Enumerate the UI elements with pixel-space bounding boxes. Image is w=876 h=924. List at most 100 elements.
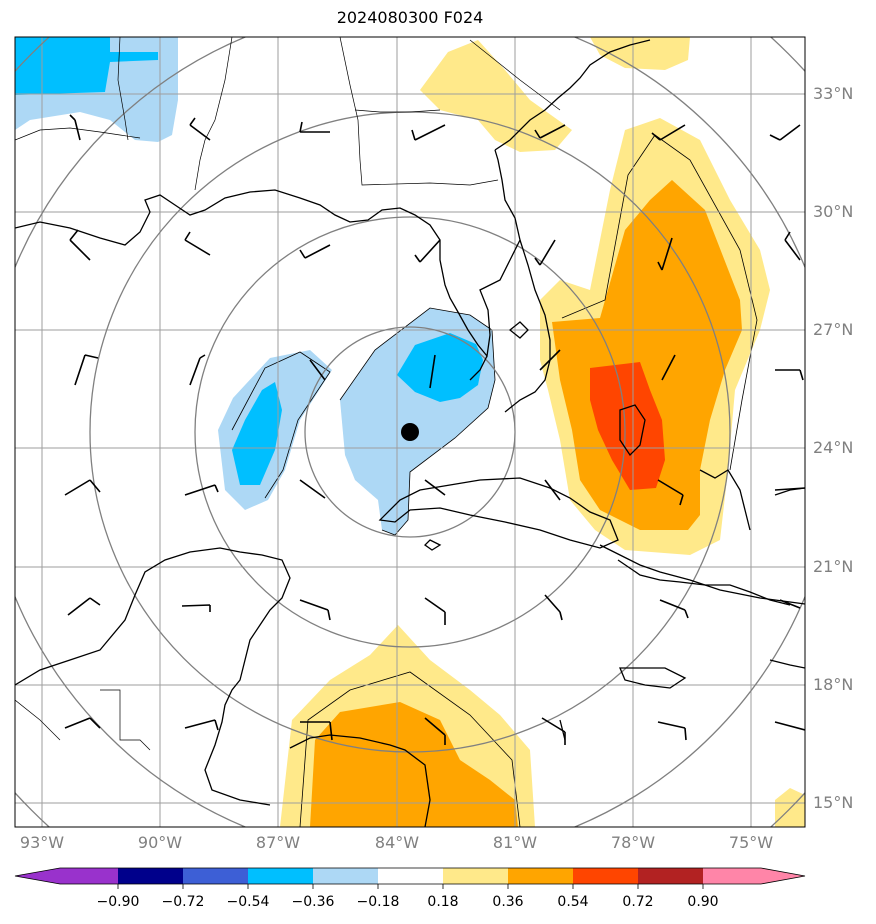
lon-label: 87°W — [255, 833, 301, 852]
shade-neg-nw-core — [15, 37, 158, 95]
wind-barb — [774, 487, 805, 491]
lat-label: 30°N — [813, 202, 854, 221]
wind-barb — [67, 597, 101, 616]
lon-label: 81°W — [492, 833, 538, 852]
wind-barb — [659, 599, 689, 619]
shade-neg-west-core — [232, 382, 282, 485]
lon-label: 75°W — [728, 833, 774, 852]
shade-pos-se-corner — [775, 788, 805, 827]
colorbar-extend-low — [15, 868, 60, 884]
wind-barb — [411, 124, 446, 141]
lon-label: 93°W — [19, 833, 65, 852]
colorbar-bin — [573, 868, 638, 884]
colorbar-tick-label: 0.90 — [687, 894, 719, 910]
shade-pos-east-red — [590, 362, 665, 490]
colorbar-extend-high — [761, 868, 805, 884]
wind-barb — [657, 721, 687, 741]
wind-barb — [779, 599, 801, 609]
wind-barb — [424, 597, 446, 625]
negative-anomaly-regions — [15, 37, 495, 535]
coastlines — [15, 39, 805, 827]
wind-barb — [544, 479, 561, 501]
wind-barb — [774, 721, 805, 731]
shade-pos-ne — [420, 40, 572, 152]
lat-label: 18°N — [813, 675, 854, 694]
colorbar-tick-label: −0.36 — [291, 894, 335, 910]
lat-label: 24°N — [813, 438, 854, 457]
colorbar-bin — [183, 868, 248, 884]
plot-title: 2024080300 F024 — [336, 8, 484, 27]
lat-label: 21°N — [813, 557, 854, 576]
colorbar-bin — [313, 868, 378, 884]
colorbar-tick-label: −0.18 — [356, 894, 400, 910]
colorbar-outline — [14, 867, 806, 885]
storm-center-marker — [401, 423, 419, 441]
colorbar-bin — [248, 868, 313, 884]
colorbar-bin — [118, 868, 183, 884]
wind-barb — [299, 121, 330, 133]
wind-barb — [69, 114, 81, 141]
wind-barb — [69, 229, 91, 261]
wind-barbs — [64, 114, 805, 745]
borders — [15, 37, 561, 751]
wind-barb — [64, 479, 101, 496]
shade-neg-center-core — [397, 333, 483, 402]
wind-barb — [544, 594, 563, 621]
wind-barb — [657, 479, 684, 506]
wind-barb — [300, 721, 333, 741]
wind-barb — [309, 359, 326, 381]
wind-barb — [424, 479, 446, 496]
lat-label: 33°N — [813, 84, 854, 103]
wind-barb — [539, 349, 561, 371]
wind-barb — [184, 719, 219, 731]
wind-barb — [784, 231, 801, 261]
colorbar — [14, 867, 806, 889]
wind-barb — [534, 239, 556, 266]
contour-outlines — [231, 134, 758, 827]
colorbar-tick-label: 0.54 — [557, 894, 589, 910]
wind-barb — [541, 717, 566, 745]
wind-barb — [769, 124, 801, 141]
wind-barb — [775, 369, 804, 381]
colorbar-tick-label: 0.72 — [622, 894, 654, 910]
colorbar-bin — [378, 868, 443, 884]
shade-pos-ne2 — [590, 37, 690, 70]
lat-label: 27°N — [813, 320, 854, 339]
wind-barb — [74, 354, 99, 386]
colorbar-tick-label: −0.54 — [226, 894, 270, 910]
lon-label: 78°W — [610, 833, 656, 852]
wind-barb — [414, 239, 441, 263]
colorbar-tick-label: −0.90 — [96, 894, 140, 910]
wind-barb — [299, 479, 326, 499]
colorbar-tick-label: 0.18 — [427, 894, 459, 910]
wind-barb — [651, 124, 686, 141]
map-frame — [14, 36, 806, 828]
wind-barb — [424, 717, 446, 745]
colorbar-tick-label: −0.72 — [161, 894, 205, 910]
wind-barb — [184, 231, 211, 256]
colorbar-bin — [703, 868, 761, 884]
colorbar-bin — [443, 868, 508, 884]
wind-barb — [429, 354, 436, 389]
wind-barb — [189, 117, 211, 141]
colorbar-bin — [60, 868, 118, 884]
wind-barb — [534, 124, 566, 139]
wind-barb — [184, 484, 219, 496]
wind-barb — [189, 354, 206, 386]
shade-pos-south-orange — [310, 702, 518, 827]
wind-barb — [64, 717, 101, 729]
wind-barb — [181, 604, 211, 612]
wind-barb — [661, 354, 676, 381]
colorbar-bin — [508, 868, 573, 884]
lon-label: 90°W — [137, 833, 183, 852]
positive-anomaly-regions — [280, 37, 805, 827]
lat-label: 15°N — [813, 793, 854, 812]
colorbar-tick-label: 0.36 — [492, 894, 524, 910]
lon-label: 84°W — [374, 833, 420, 852]
shade-pos-east-orange — [552, 180, 742, 530]
wind-barb — [299, 244, 331, 259]
wind-barb — [657, 237, 673, 271]
colorbar-bin — [638, 868, 703, 884]
